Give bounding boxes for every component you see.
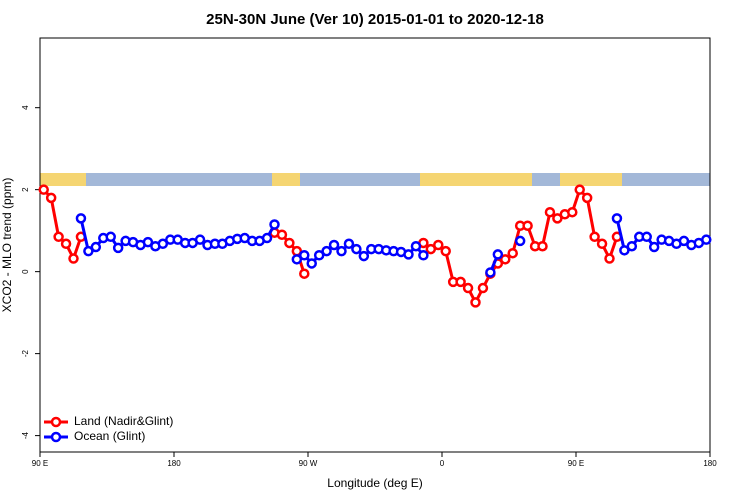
data-point xyxy=(641,231,652,243)
data-point xyxy=(626,240,638,252)
x-tick-label: 180 xyxy=(703,459,717,468)
data-point xyxy=(440,245,451,257)
data-point xyxy=(321,245,332,257)
data-point xyxy=(567,206,578,218)
data-point xyxy=(336,245,347,257)
data-point xyxy=(68,253,79,264)
data-point xyxy=(83,245,94,257)
data-point xyxy=(589,231,600,243)
data-point xyxy=(552,213,563,224)
data-point xyxy=(604,253,615,264)
data-point xyxy=(544,206,556,218)
data-point xyxy=(105,231,116,243)
data-point xyxy=(261,232,273,244)
data-point xyxy=(194,234,206,245)
data-point xyxy=(291,254,303,265)
x-tick-label: 0 xyxy=(440,459,445,468)
data-point xyxy=(537,240,548,252)
data-point xyxy=(45,192,57,204)
data-point xyxy=(299,249,310,261)
data-point xyxy=(485,267,496,278)
data-point xyxy=(678,235,690,247)
data-point xyxy=(269,219,280,230)
data-point xyxy=(507,247,518,259)
data-point xyxy=(75,213,87,224)
data-point xyxy=(38,184,49,195)
data-point xyxy=(522,220,533,231)
data-point xyxy=(596,238,608,250)
data-point xyxy=(351,243,362,255)
data-point xyxy=(492,249,504,260)
y-tick-label: 2 xyxy=(21,187,30,192)
legend-marker xyxy=(50,416,62,428)
data-point xyxy=(470,297,481,308)
data-point xyxy=(611,213,623,224)
data-point xyxy=(418,249,429,261)
data-point xyxy=(619,245,630,256)
data-point xyxy=(477,282,489,294)
y-tick-label: 4 xyxy=(21,105,30,110)
data-point xyxy=(433,239,444,251)
data-point xyxy=(455,276,466,288)
legend-marker xyxy=(50,431,62,443)
data-point xyxy=(112,242,124,254)
y-axis-label: XCO2 - MLO trend (ppm) xyxy=(0,178,14,313)
data-point xyxy=(425,243,437,255)
data-point xyxy=(157,238,169,250)
data-point xyxy=(284,237,295,249)
data-point xyxy=(514,235,526,247)
data-point xyxy=(403,249,414,260)
data-point xyxy=(328,239,340,251)
data-point xyxy=(313,249,325,261)
data-point xyxy=(410,240,422,252)
data-point xyxy=(574,184,585,195)
y-tick-label: -4 xyxy=(21,432,30,440)
x-tick-label: 90 E xyxy=(568,459,584,468)
y-tick-label: -2 xyxy=(21,350,30,358)
data-point xyxy=(276,229,288,241)
data-point xyxy=(648,241,660,253)
data-point xyxy=(462,282,474,294)
data-point xyxy=(142,236,154,248)
data-point xyxy=(343,238,355,250)
legend-label: Ocean (Glint) xyxy=(74,429,145,443)
data-point xyxy=(500,254,511,265)
data-point xyxy=(53,231,64,243)
data-point xyxy=(701,234,712,245)
x-axis-label: Longitude (deg E) xyxy=(327,476,422,490)
chart-title: 25N-30N June (Ver 10) 2015-01-01 to 2020… xyxy=(206,11,544,28)
plot-frame xyxy=(39,37,711,453)
data-point xyxy=(90,241,102,253)
x-tick-label: 180 xyxy=(167,459,181,468)
legend-label: Land (Nadir&Glint) xyxy=(74,414,173,428)
x-tick-label: 90 E xyxy=(32,459,48,468)
land-mask-band xyxy=(40,173,710,186)
data-point xyxy=(358,250,370,262)
x-tick-label: 90 W xyxy=(299,459,318,468)
data-point xyxy=(299,268,310,279)
y-tick-label: 0 xyxy=(21,269,30,274)
data-point xyxy=(306,258,317,269)
data-point xyxy=(581,192,593,204)
data-point xyxy=(60,238,72,250)
